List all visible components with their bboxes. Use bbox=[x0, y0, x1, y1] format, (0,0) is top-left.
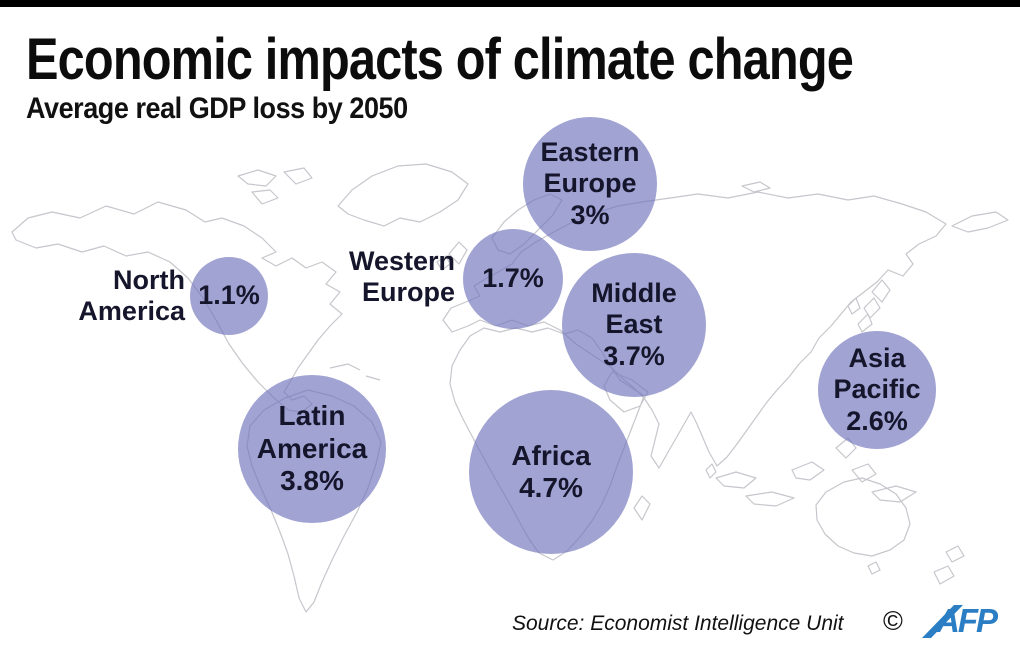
copyright-icon: © bbox=[883, 606, 903, 636]
bubble-asia-pacific-name: Asia Pacific bbox=[833, 343, 921, 405]
bubble-africa-value: 4.7% bbox=[519, 472, 583, 503]
afp-logo-text: AFP bbox=[935, 605, 999, 638]
bubble-western-europe-text: 1.7% bbox=[482, 263, 544, 294]
afp-logo: AFP bbox=[922, 605, 1001, 638]
bubble-africa-text: Africa 4.7% bbox=[481, 440, 621, 505]
bubble-middle-east-name: Middle East bbox=[591, 278, 677, 340]
bubble-eastern-europe-value: 3% bbox=[570, 199, 610, 230]
label-western-europe: Western Europe bbox=[348, 246, 455, 308]
bubble-middle-east: Middle East 3.7% bbox=[562, 253, 706, 397]
page-subtitle: Average real GDP loss by 2050 bbox=[26, 92, 450, 126]
bubble-north-america-text: 1.1% bbox=[198, 280, 260, 311]
continent-oceania bbox=[815, 477, 965, 585]
bubble-latin-america-text: Latin America 3.8% bbox=[247, 400, 377, 497]
bubble-north-america: 1.1% bbox=[190, 257, 268, 335]
bubble-asia-pacific: Asia Pacific 2.6% bbox=[818, 331, 936, 449]
bubble-asia-pacific-value: 2.6% bbox=[846, 405, 908, 436]
bubble-western-europe-value: 1.7% bbox=[482, 263, 544, 294]
bubble-asia-pacific-text: Asia Pacific 2.6% bbox=[822, 343, 932, 437]
bubble-middle-east-value: 3.7% bbox=[603, 340, 665, 371]
bubble-africa: Africa 4.7% bbox=[469, 390, 633, 554]
source-text: Source: Economist Intelligence Unit bbox=[512, 612, 844, 635]
bubble-africa-name: Africa bbox=[511, 439, 591, 471]
page-title-text: Economic impacts of climate change bbox=[26, 27, 854, 92]
greenland bbox=[337, 163, 469, 227]
page-title: Economic impacts of climate change bbox=[26, 26, 1011, 93]
bubble-eastern-europe-text: Eastern Europe 3% bbox=[530, 137, 650, 231]
top-border-bar bbox=[0, 0, 1020, 7]
bubble-middle-east-text: Middle East 3.7% bbox=[574, 278, 694, 372]
bubble-western-europe: 1.7% bbox=[463, 229, 563, 329]
bubble-eastern-europe-name: Eastern Europe bbox=[540, 137, 640, 199]
afp-logo-diagonal bbox=[922, 605, 963, 638]
label-north-america: North America bbox=[78, 265, 185, 327]
southeast-asia-islands bbox=[715, 437, 917, 507]
bubble-eastern-europe: Eastern Europe 3% bbox=[523, 117, 657, 251]
bubble-north-america-value: 1.1% bbox=[198, 280, 260, 311]
page-subtitle-text: Average real GDP loss by 2050 bbox=[26, 92, 408, 125]
continent-north-america bbox=[11, 167, 381, 413]
bubble-latin-america-name: Latin America bbox=[256, 400, 368, 464]
bubble-latin-america-value: 3.8% bbox=[280, 465, 344, 497]
bubble-latin-america: Latin America 3.8% bbox=[238, 375, 386, 523]
